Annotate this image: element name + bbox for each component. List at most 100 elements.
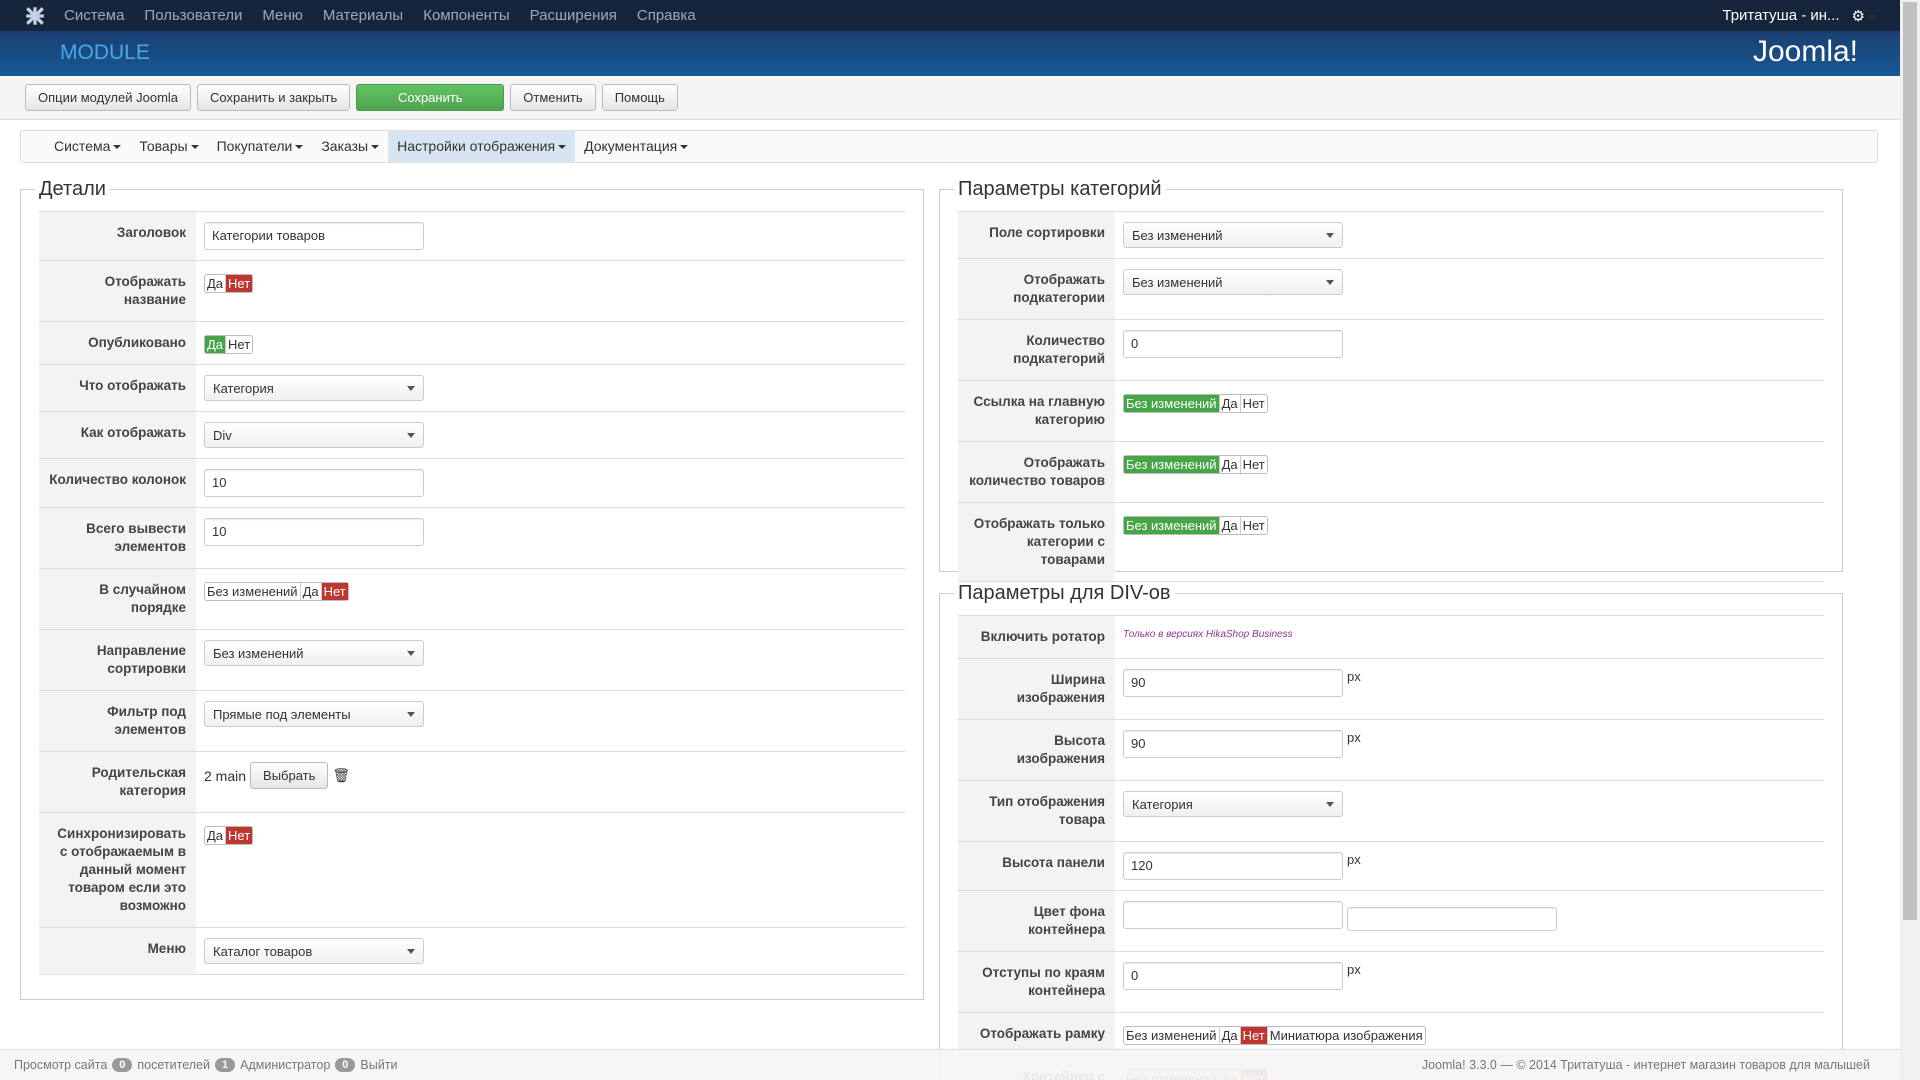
form-row: Заголовок Категории товаров xyxy=(39,212,905,261)
submenu-item[interactable]: Система xyxy=(45,131,130,162)
radio-option[interactable]: Нет xyxy=(1242,518,1265,533)
form-row: Отображать подкатегории Без изменений xyxy=(958,259,1824,320)
text-input[interactable]: Категории товаров xyxy=(204,222,424,250)
admins-label: Администратор xyxy=(240,1058,331,1072)
radio-option[interactable]: Да xyxy=(205,275,227,292)
fieldset-legend: Детали xyxy=(39,178,106,200)
select[interactable]: Категория xyxy=(204,375,424,401)
form-row: Цвет фона контейнера xyxy=(958,891,1824,952)
toolbar-button[interactable]: Отменить xyxy=(510,84,596,111)
radio-option[interactable]: Да xyxy=(1220,1027,1241,1044)
toolbar-button[interactable]: Сохранить xyxy=(356,84,505,111)
submenu: Система Товары Покупатели Заказы Настройки о… xyxy=(20,130,1878,163)
radio-option[interactable]: Нет xyxy=(228,337,251,352)
form-row: В случайном порядке Без изменений Да Нет xyxy=(39,569,905,630)
radio-option[interactable]: Да xyxy=(1220,395,1241,412)
text-input[interactable]: 10 xyxy=(204,469,424,497)
logout-link[interactable]: Выйти xyxy=(360,1058,398,1072)
select[interactable]: Без изменений xyxy=(1123,269,1343,295)
submenu-item[interactable]: Заказы xyxy=(312,131,388,162)
view-site-link[interactable]: Просмотр сайта xyxy=(14,1058,108,1072)
color-input[interactable] xyxy=(1123,901,1343,929)
top-menu-item[interactable]: Справка xyxy=(636,7,696,24)
radio-option[interactable]: Да xyxy=(301,583,322,600)
form-row: Количество колонок 10 xyxy=(39,459,905,508)
text-input[interactable]: 10 xyxy=(204,518,424,546)
toolbar-button[interactable]: Сохранить и закрыть xyxy=(197,84,351,111)
status-bar: Просмотр сайта 0 посетителей 1 Администратор… xyxy=(0,1049,1900,1080)
radio-option[interactable]: Нет xyxy=(226,827,253,844)
field-control: Без изменений xyxy=(1115,212,1351,258)
radio-group: Да Нет xyxy=(204,335,254,354)
select[interactable]: Категория xyxy=(1123,791,1343,817)
text-input[interactable]: 120 xyxy=(1123,852,1343,880)
user-menu[interactable]: Тритатуша - ин... xyxy=(1722,7,1840,24)
choose-button[interactable]: Выбрать xyxy=(250,762,329,789)
top-menu-item[interactable]: Пользователи xyxy=(144,7,243,24)
page-title: MODULE xyxy=(60,41,150,64)
toolbar-button[interactable]: Помощь xyxy=(601,84,678,111)
form-row: Всего вывести элементов 10 xyxy=(39,508,905,569)
delete-icon[interactable]: 🗑 xyxy=(332,767,351,783)
scrollbar[interactable] xyxy=(1900,0,1920,1080)
radio-option[interactable]: Без изменений xyxy=(205,583,301,600)
radio-option[interactable]: Нет xyxy=(1242,457,1265,472)
submenu-item[interactable]: Документация xyxy=(575,131,697,162)
toolbar-button[interactable]: Опции модулей Joomla xyxy=(25,84,192,111)
radio-option[interactable]: Миниатюра изображения xyxy=(1269,1028,1423,1043)
radio-option[interactable]: Нет xyxy=(1240,1027,1268,1044)
radio-option[interactable]: Без изменений xyxy=(1124,517,1220,534)
select[interactable]: Каталог товаров xyxy=(204,938,424,964)
form-row: Что отображать Категория xyxy=(39,365,905,412)
radio-option[interactable]: Да xyxy=(205,827,227,844)
top-menu-item[interactable]: Меню xyxy=(262,7,303,24)
field-label: Отображать количество товаров xyxy=(958,442,1115,502)
top-menu-item[interactable]: Материалы xyxy=(322,7,404,24)
settings-menu[interactable]: ⚙ xyxy=(1852,7,1876,25)
submenu-item[interactable]: Настройки отображения xyxy=(388,131,576,162)
radio-option[interactable]: Да xyxy=(1220,456,1241,473)
submenu-item[interactable]: Покупатели xyxy=(208,131,313,162)
top-menu-item[interactable]: Компоненты xyxy=(423,7,510,24)
radio-group: Без изменений Да Нет Миниатюра изображения xyxy=(1123,1026,1426,1045)
field-label: Опубликовано xyxy=(39,322,196,364)
radio-option[interactable]: Без изменений xyxy=(1124,1027,1220,1044)
messages-count[interactable]: 0 xyxy=(335,1058,356,1072)
radio-option[interactable]: Без изменений xyxy=(1124,395,1220,412)
select[interactable]: Без изменений xyxy=(204,640,424,666)
text-input[interactable]: 90 xyxy=(1123,730,1343,758)
visitors-label: посетителей xyxy=(137,1058,210,1072)
radio-option[interactable]: Да xyxy=(1220,517,1241,534)
text-input[interactable]: 0 xyxy=(1123,330,1343,358)
field-label: Фильтр под элементов xyxy=(39,691,196,751)
brand[interactable]: Joomla! xyxy=(1752,35,1858,68)
top-menu-item[interactable]: Расширения xyxy=(529,7,617,24)
field-label: Заголовок xyxy=(39,212,196,260)
radio-option[interactable]: Да xyxy=(205,336,227,353)
text-input[interactable]: 90 xyxy=(1123,669,1343,697)
text-input[interactable]: 0 xyxy=(1123,962,1343,990)
top-menu-item[interactable]: Система xyxy=(64,7,125,24)
select[interactable]: Прямые под элементы xyxy=(204,701,424,727)
select[interactable]: Div xyxy=(204,422,424,448)
fieldset-legend: Параметры для DIV-ов xyxy=(958,582,1171,604)
radio-option[interactable]: Без изменений xyxy=(1124,456,1220,473)
form-row: Количество подкатегорий 0 xyxy=(958,320,1824,381)
menu-items: Система Пользователи Меню Материалы Компонен… xyxy=(64,7,716,24)
radio-option[interactable]: Нет xyxy=(1242,396,1265,411)
radio-option[interactable]: Нет xyxy=(321,583,348,600)
field-control: Да Нет xyxy=(196,322,261,364)
radio-option[interactable]: Нет xyxy=(226,275,253,292)
select[interactable]: Без изменений xyxy=(1123,222,1343,248)
unit: px xyxy=(1347,730,1361,745)
color-picker[interactable] xyxy=(1347,907,1557,931)
joomla-icon[interactable] xyxy=(24,5,46,27)
submenu-item[interactable]: Товары xyxy=(130,131,207,162)
scroll-thumb[interactable] xyxy=(1903,2,1917,920)
field-label: Цвет фона контейнера xyxy=(958,891,1115,951)
form-row: Меню Каталог товаров xyxy=(39,928,905,975)
